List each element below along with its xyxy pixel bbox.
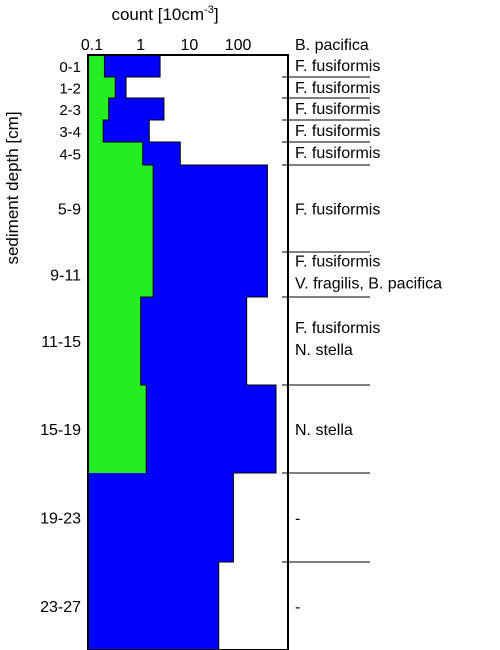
species-separators	[282, 76, 370, 563]
series-green	[88, 55, 154, 473]
depth-label: 15-19	[40, 422, 81, 439]
x-ticks: 0.1 1 10 100	[81, 37, 252, 54]
bar-green-2-3	[88, 98, 109, 120]
outline-total	[88, 54, 277, 650]
bar-total-0-1	[88, 55, 161, 77]
species-label: F. fusiformis	[295, 58, 380, 75]
species-label: F. fusiformis	[295, 202, 380, 219]
x-tick-label: 0.1	[81, 37, 103, 54]
bar-green-4-5	[88, 142, 143, 165]
species-label: -	[295, 511, 300, 528]
y-tick-labels: 0-1 1-2 2-3 3-4 4-5 5-9 9-11 11-15 15-19 19-23 23-…	[40, 59, 81, 616]
depth-label: 11-15	[41, 334, 81, 351]
depth-label: 19-23	[40, 511, 81, 528]
depth-label: 0-1	[59, 59, 81, 76]
bar-green-11-15	[88, 297, 141, 385]
depth-label: 3-4	[59, 124, 81, 141]
species-header: B. pacifica	[295, 37, 369, 54]
species-label: -	[295, 599, 300, 616]
bar-green-1-2	[88, 77, 116, 98]
species-label: F. fusiformis	[295, 254, 380, 271]
depth-label: 2-3	[59, 102, 81, 119]
bar-green-5-9	[88, 165, 154, 252]
x-tick-label: 1	[136, 37, 145, 54]
species-label: V. fragilis, B. pacifica	[295, 276, 442, 293]
species-labels: B. pacifica F. fusiformis F. fusiformis F. …	[295, 37, 442, 616]
bar-green-3-4	[88, 120, 104, 142]
species-label: F. fusiformis	[295, 123, 380, 140]
species-label: N. stella	[295, 422, 353, 439]
species-label: F. fusiformis	[295, 80, 380, 97]
bar-green-9-11	[88, 252, 154, 297]
depth-label: 4-5	[59, 147, 81, 164]
x-axis-title: count [10cm-3]	[111, 4, 218, 24]
bar-total-23-27	[88, 562, 219, 650]
species-label: N. stella	[295, 342, 353, 359]
bar-total-19-23	[88, 473, 234, 562]
y-axis-title: sediment depth [cm]	[3, 111, 22, 264]
depth-label: 1-2	[59, 81, 81, 98]
outline-green	[88, 54, 154, 473]
x-tick-label: 10	[181, 37, 199, 54]
depth-label: 5-9	[58, 202, 81, 219]
depth-label: 9-11	[50, 268, 81, 285]
plot-frame	[87, 54, 289, 650]
bar-green-15-19	[88, 385, 147, 473]
species-label: F. fusiformis	[295, 101, 380, 118]
species-label: F. fusiformis	[295, 320, 380, 337]
species-label: F. fusiformis	[295, 145, 380, 162]
x-tick-label: 100	[225, 37, 252, 54]
bar-green-0-1	[88, 55, 105, 77]
chart-marks	[88, 54, 277, 650]
depth-label: 23-27	[40, 599, 81, 616]
